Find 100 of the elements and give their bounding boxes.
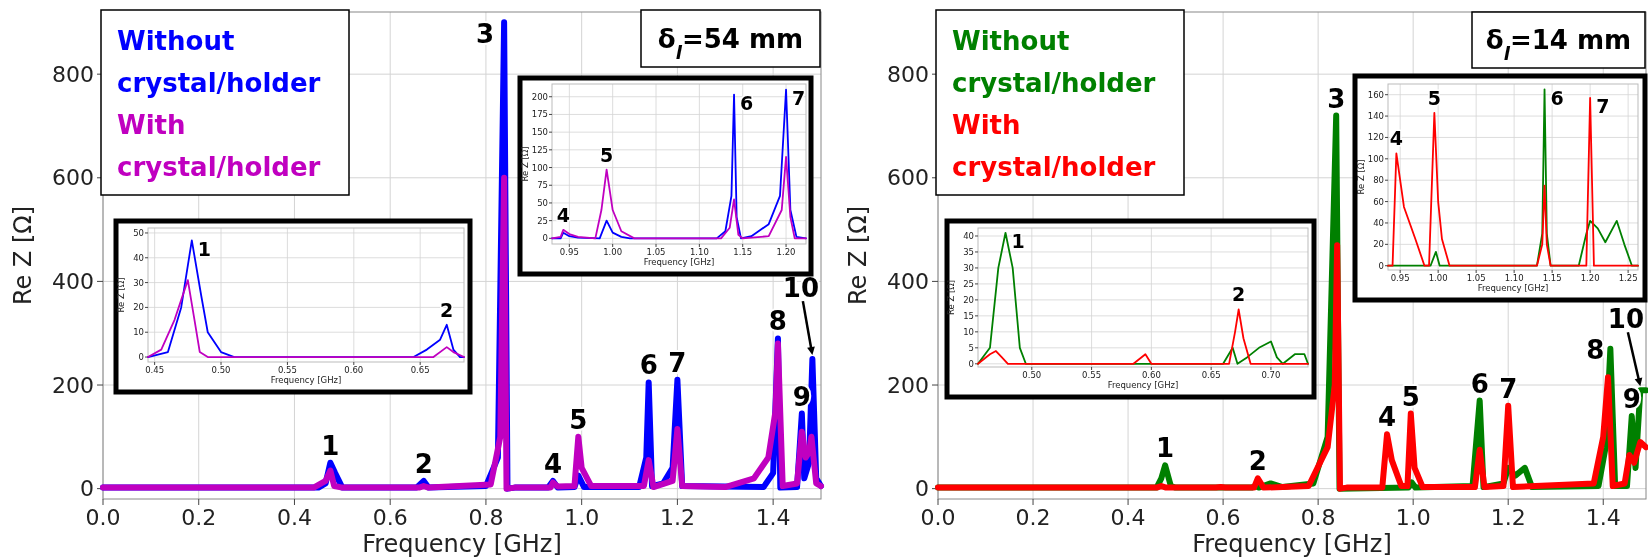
y-tick-label: 100	[1367, 153, 1384, 164]
annotation: 8	[1586, 335, 1605, 366]
y-tick-label: 125	[531, 144, 548, 155]
x-tick-label: 1.4	[755, 505, 791, 530]
annotation: 3	[1327, 83, 1346, 114]
x-tick-label: 0.95	[559, 247, 579, 257]
annotation: 6	[740, 91, 754, 114]
y-tick-label: 10	[963, 326, 974, 337]
x-axis-title: Frequency [GHz]	[1107, 380, 1179, 390]
x-tick-label: 1.0	[564, 505, 600, 530]
y-tick-label: 150	[531, 127, 548, 138]
x-tick-label: 1.00	[1428, 273, 1448, 283]
x-tick-label: 1.20	[776, 247, 796, 257]
x-axis-title: Frequency [GHz]	[1192, 530, 1392, 558]
annotation: 2	[414, 448, 433, 479]
annotation: 2	[440, 298, 454, 321]
x-axis-title: Frequency [GHz]	[1477, 283, 1549, 293]
y-tick-label: 400	[887, 269, 929, 295]
x-tick-label: 0.50	[1022, 370, 1042, 380]
annotation: 4	[556, 203, 570, 226]
y-tick-label: 400	[52, 269, 94, 295]
y-tick-label: 20	[1373, 239, 1384, 250]
annotation: 4	[1377, 402, 1397, 433]
x-tick-label: 0.6	[372, 505, 408, 530]
x-tick-label: 1.2	[1490, 505, 1526, 530]
x-tick-label: 1.25	[1618, 273, 1638, 283]
y-tick-label: 140	[1367, 111, 1384, 122]
x-tick-label: 0.8	[468, 505, 504, 530]
y-tick-label: 75	[537, 180, 548, 191]
y-tick-label: 100	[531, 162, 548, 173]
x-tick-label: 0.55	[1082, 370, 1102, 380]
y-tick-label: 10	[133, 327, 144, 338]
annotation: δ$_{l}$=14 mm	[1485, 25, 1632, 64]
annotation: 5	[1401, 381, 1420, 412]
y-tick-label: 120	[1367, 132, 1384, 143]
x-tick-label: 0.60	[1141, 370, 1161, 380]
annotation: 5	[569, 404, 588, 435]
x-tick-label: 0.55	[277, 365, 297, 375]
y-tick-label: 5	[968, 342, 974, 353]
text: Without crystal/holder	[952, 26, 1156, 98]
y-tick-label: 200	[52, 372, 94, 398]
annotation: δ$_{l}$=54 mm	[657, 23, 804, 63]
line-series	[977, 308, 1309, 365]
x-tick-label: 1.05	[646, 247, 666, 257]
annotation: 1	[321, 430, 340, 461]
annotation: 7	[1596, 95, 1610, 118]
y-tick-label: 0	[968, 358, 974, 369]
y-tick-label: 160	[1367, 89, 1384, 100]
x-tick-label: 1.4	[1585, 505, 1621, 530]
y-tick-label: 50	[537, 197, 548, 208]
y-tick-label: 0	[915, 476, 929, 502]
x-tick-label: 1.0	[1395, 505, 1431, 530]
y-axis-title: Re Z [Ω]	[116, 277, 126, 313]
y-tick-label: 30	[963, 262, 974, 273]
annotation: 7	[668, 347, 687, 378]
annotation: 1	[197, 237, 212, 260]
x-tick-label: 0.70	[1261, 370, 1281, 380]
x-tick-label: 1.05	[1466, 273, 1486, 283]
y-tick-label: 200	[531, 91, 548, 102]
y-tick-label: 800	[52, 61, 94, 87]
y-axis-title: Re Z [Ω]	[844, 205, 872, 306]
x-axis-title: Frequency [GHz]	[643, 257, 715, 267]
x-tick-label: 0.6	[1205, 505, 1241, 530]
y-tick-label: 200	[887, 372, 929, 398]
annotation: 7	[792, 86, 806, 109]
x-tick-label: 1.15	[733, 247, 753, 257]
annotation: 7	[1499, 373, 1518, 404]
x-tick-label: 0.0	[920, 505, 956, 530]
annotation: 2	[1248, 446, 1267, 477]
y-axis-title: Re Z [Ω]	[9, 205, 37, 306]
x-tick-label: 0.8	[1300, 505, 1336, 530]
y-tick-label: 60	[1373, 196, 1384, 207]
y-tick-label: 0	[80, 476, 94, 502]
annotation: 1	[1011, 229, 1025, 252]
x-tick-label: 1.20	[1580, 273, 1600, 283]
y-axis-title: Re Z [Ω]	[1356, 159, 1366, 195]
annotation: 2	[1232, 283, 1246, 306]
annotation: 5	[1427, 86, 1441, 109]
text: With crystal/holder	[952, 110, 1156, 182]
line-series	[147, 279, 465, 358]
annotation: 8	[768, 306, 787, 337]
y-tick-label: 25	[963, 278, 974, 289]
x-tick-label: 0.2	[1015, 505, 1051, 530]
annotation: 6	[1470, 368, 1489, 399]
annotation: 4	[1389, 127, 1403, 150]
y-tick-label: 40	[1373, 217, 1384, 228]
y-tick-label: 40	[133, 252, 144, 263]
y-axis-title: Re Z [Ω]	[946, 279, 956, 316]
x-tick-label: 0.65	[1201, 370, 1221, 380]
x-axis-title: Frequency [GHz]	[362, 530, 562, 558]
x-tick-label: 1.2	[659, 505, 695, 530]
annotation: 6	[1550, 86, 1564, 109]
annotation: 4	[543, 448, 562, 479]
annotation: 10	[1607, 304, 1644, 335]
x-tick-label: 1.15	[1542, 273, 1562, 283]
x-tick-label: 1.10	[1504, 273, 1524, 283]
x-tick-label: 0.45	[145, 365, 165, 375]
y-axis-title: Re Z [Ω]	[520, 146, 530, 182]
x-tick-label: 1.00	[603, 247, 623, 257]
x-tick-label: 0.50	[211, 365, 231, 375]
